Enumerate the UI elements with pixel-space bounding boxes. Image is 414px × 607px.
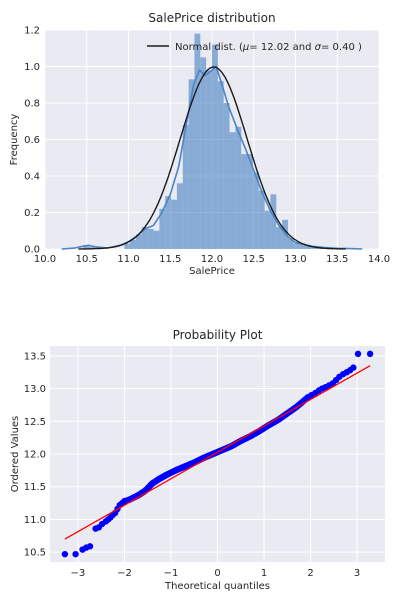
histogram-bars — [83, 33, 324, 250]
histogram-bar — [293, 243, 300, 249]
histogram-bar — [124, 243, 131, 249]
legend-eq1: = — [249, 42, 261, 53]
legend-and: and — [289, 42, 314, 53]
histogram-bar — [264, 210, 271, 249]
y-tick-label: 13.5 — [24, 351, 46, 362]
histogram-bar — [188, 79, 195, 250]
legend-mu-value: 12.02 — [261, 42, 290, 53]
histogram-bar — [165, 196, 172, 249]
y-tick-label: 0.6 — [24, 135, 40, 146]
legend-sigma-symbol: σ — [315, 42, 322, 53]
x-tick-label: −3 — [71, 568, 86, 579]
histogram-bar — [171, 199, 177, 249]
histogram-bar — [217, 81, 224, 249]
x-tick-label: 2 — [307, 568, 313, 579]
histogram-bar — [241, 154, 248, 249]
histogram-bar — [212, 44, 218, 249]
y-tick-label: 1.2 — [24, 26, 40, 37]
histogram-bar — [147, 228, 154, 249]
histogram-bar — [235, 126, 242, 249]
histogram-bar — [311, 247, 318, 249]
data-point — [303, 394, 311, 402]
x-tick-label: 14.0 — [368, 254, 390, 265]
histogram-bar — [141, 227, 148, 249]
histogram-bar — [305, 245, 312, 249]
x-tick-label: 13.5 — [326, 254, 348, 265]
x-tick-label: 11.0 — [117, 254, 139, 265]
histogram-bar — [200, 57, 207, 249]
x-tick-label: 10.5 — [76, 254, 98, 265]
histogram-y-axis-label: Frequency — [9, 114, 20, 166]
x-tick-label: 12.5 — [243, 254, 265, 265]
histogram-bar — [194, 33, 201, 250]
histogram-x-axis-label: SalePrice — [189, 266, 235, 277]
x-tick-label: 3 — [354, 568, 360, 579]
histogram-title: SalePrice distribution — [148, 11, 275, 25]
x-tick-label: 10.0 — [34, 254, 56, 265]
y-tick-label: 1.0 — [24, 62, 40, 73]
probability-x-axis-label: Theoretical quantiles — [164, 581, 270, 592]
x-tick-label: 1 — [261, 568, 267, 579]
x-tick-label: −2 — [117, 568, 132, 579]
y-tick-label: 12.0 — [24, 450, 46, 461]
histogram-legend: Normal dist. (μ= 12.02 and σ= 0.40 ) — [147, 42, 362, 53]
y-tick-label: 12.5 — [24, 417, 46, 428]
histogram-bar — [223, 103, 230, 249]
probability-y-tick-labels: 10.5 11.0 11.5 12.0 12.5 13.0 13.5 — [24, 351, 46, 558]
data-point — [86, 543, 94, 550]
legend-eq2: = — [321, 42, 333, 53]
data-point — [354, 350, 362, 358]
x-tick-label: 0 — [214, 568, 220, 579]
histogram-bar — [270, 194, 277, 249]
data-point — [350, 364, 357, 371]
x-tick-label: 11.5 — [159, 254, 181, 265]
legend-close: ) — [355, 42, 362, 53]
normal-fit-curve — [78, 66, 346, 250]
histogram-bar — [229, 132, 236, 249]
x-tick-label: 13.0 — [284, 254, 306, 265]
histogram-bar — [182, 124, 189, 249]
y-tick-label: 11.0 — [24, 515, 46, 526]
histogram-chart: 10.0 10.5 11.0 11.5 12.0 12.5 13.0 13.5 14.0 0.0… — [9, 11, 390, 277]
histogram-bar — [247, 154, 253, 249]
histogram-bar — [252, 172, 259, 249]
y-tick-label: 11.5 — [24, 482, 46, 493]
probability-fit-line — [64, 365, 371, 540]
y-tick-label: 0.4 — [24, 172, 40, 183]
data-point — [366, 350, 374, 358]
legend-label-prefix: Normal dist. ( — [175, 42, 243, 53]
histogram-x-tick-labels: 10.0 10.5 11.0 11.5 12.0 12.5 13.0 13.5 14.0 — [34, 254, 390, 265]
data-point — [61, 550, 69, 558]
x-tick-label: −1 — [164, 568, 179, 579]
histogram-bar — [83, 245, 90, 249]
probability-title: Probability Plot — [173, 328, 263, 342]
histogram-bar — [176, 183, 183, 249]
y-tick-label: 0.0 — [24, 245, 40, 256]
histogram-bar — [276, 227, 283, 249]
legend-mu-symbol: μ — [242, 42, 249, 53]
histogram-bar — [299, 243, 306, 249]
data-point — [72, 550, 79, 558]
y-tick-label: 0.2 — [24, 208, 40, 219]
legend-sigma-value: 0.40 — [333, 42, 355, 53]
histogram-bar — [258, 190, 265, 249]
legend-label: Normal dist. (μ= 12.02 and σ= 0.40 ) — [175, 42, 362, 53]
probability-x-tick-labels: −3 −2 −1 0 1 2 3 — [71, 568, 361, 579]
probability-y-axis-label: Ordered Values — [10, 416, 21, 493]
x-tick-label: 12.0 — [201, 254, 223, 265]
histogram-bar — [136, 234, 142, 249]
y-tick-label: 10.5 — [24, 548, 46, 559]
y-tick-label: 0.8 — [24, 99, 40, 110]
y-tick-label: 13.0 — [24, 384, 46, 395]
histogram-bar — [130, 239, 137, 249]
histogram-y-tick-labels: 0.0 0.2 0.4 0.6 0.8 1.0 1.2 — [24, 26, 40, 256]
histogram-bar — [159, 208, 166, 249]
histogram-bar — [153, 230, 160, 249]
histogram-bar — [287, 238, 294, 249]
probability-plot-chart: −3 −2 −1 0 1 2 3 10.511.011.512.012.513.013.5 … — [10, 328, 385, 592]
histogram-bar — [206, 70, 212, 250]
